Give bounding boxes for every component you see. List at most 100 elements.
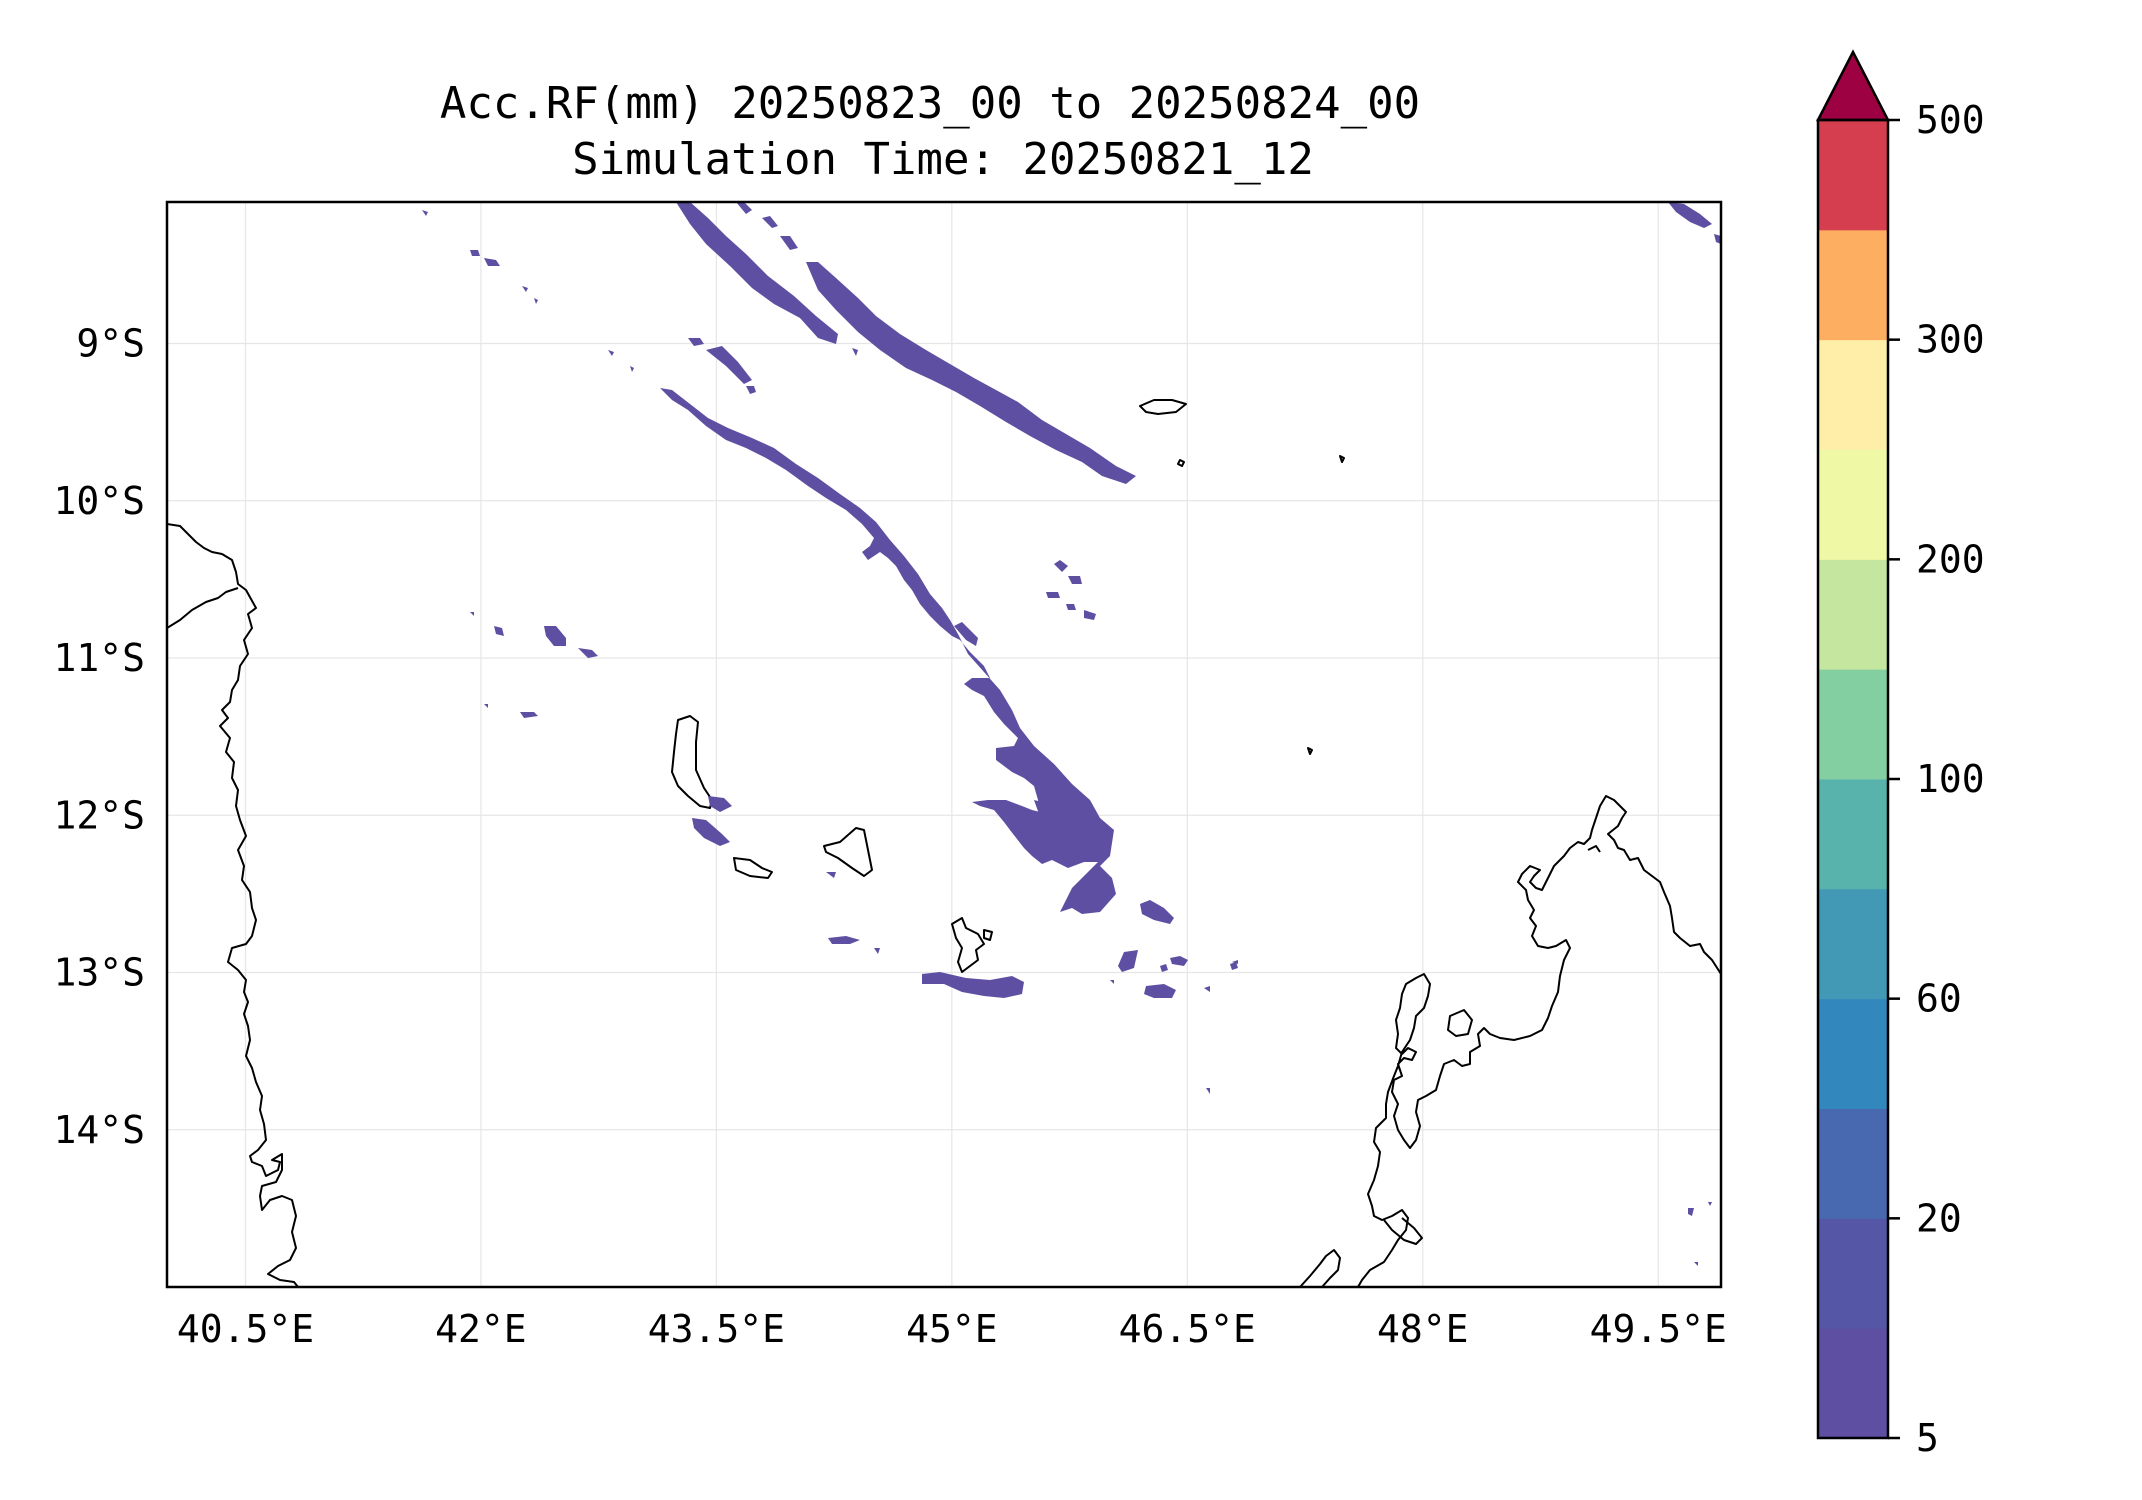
rain-south-band <box>922 972 1024 998</box>
rain-band-northeast <box>676 202 838 344</box>
x-tick-label: 46.5°E <box>1119 1307 1256 1351</box>
colorbar-segment <box>1818 998 1888 1109</box>
rain-cell-h <box>1054 560 1068 572</box>
y-tick-label: 10°S <box>53 479 145 523</box>
coastlines <box>167 399 1721 1287</box>
grande-comore-island <box>671 715 713 809</box>
x-tick-label: 48°E <box>1377 1307 1469 1351</box>
rainfall-contours <box>422 202 1721 1266</box>
rain-cell-ac <box>470 612 474 616</box>
madagascar-bay-2 <box>1383 1217 1423 1245</box>
colorbar-tick-label: 100 <box>1916 757 1985 801</box>
rain-cell-ab <box>494 626 504 636</box>
colorbar-segment <box>1818 339 1888 450</box>
rain-band-north-2 <box>806 262 1136 484</box>
x-tick-label: 49.5°E <box>1590 1307 1727 1351</box>
colorbar: 5 20 60 100 200 300 500 <box>1815 49 1985 1460</box>
small-islet-2 <box>1307 747 1313 755</box>
y-tick-label: 9°S <box>76 322 145 366</box>
y-tick-label: 11°S <box>53 636 145 680</box>
rain-cell-t <box>1110 980 1114 984</box>
glorioso-islet <box>1177 459 1185 467</box>
rain-cell-d <box>852 348 858 356</box>
rain-cell-ak <box>608 350 614 356</box>
rain-cell-ag <box>484 258 500 266</box>
rain-cell-al <box>630 366 634 372</box>
madagascar-west-inlet <box>1299 1249 1341 1287</box>
rain-cell-m <box>1140 900 1174 924</box>
rain-cell-n <box>1170 956 1188 966</box>
rain-cell-b <box>688 338 704 346</box>
x-tick-label: 45°E <box>906 1307 998 1351</box>
y-axis-ticks: 9°S 10°S 11°S 12°S 13°S 14°S <box>53 322 145 1152</box>
rain-cell-w <box>692 818 730 846</box>
rain-cell-ah <box>422 210 428 216</box>
rain-cell-aa <box>578 648 598 658</box>
rain-cell-ae <box>484 704 488 708</box>
glorioso-islands <box>1139 399 1187 415</box>
rain-cell-f <box>1034 800 1072 838</box>
rain-cell-k <box>1066 604 1076 610</box>
small-islet-1 <box>1339 455 1345 463</box>
colorbar-segment <box>1818 888 1888 1000</box>
rain-cell-a <box>706 346 752 384</box>
colorbar-tick-label: 300 <box>1916 318 1985 362</box>
madagascar-coastline <box>1357 795 1721 1287</box>
colorbar-segment <box>1818 1108 1888 1219</box>
x-tick-label: 42°E <box>435 1307 527 1351</box>
rain-cell-e <box>954 622 978 646</box>
colorbar-segment <box>1818 1218 1888 1329</box>
figure-title-line2: Simulation Time: 20250821_12 <box>572 134 1314 185</box>
rain-cell-q <box>1230 962 1238 970</box>
y-tick-label: 12°S <box>53 793 145 837</box>
colorbar-tick-label: 500 <box>1916 98 1985 142</box>
rain-cell-j <box>1046 592 1060 598</box>
colorbar-segment <box>1818 1328 1888 1439</box>
rain-cell-aj <box>534 298 538 304</box>
x-tick-label: 43.5°E <box>648 1307 785 1351</box>
mayotte-island <box>951 917 985 973</box>
mayotte-islet <box>983 929 993 941</box>
moheli-island <box>733 857 773 879</box>
colorbar-segment <box>1818 449 1888 560</box>
rain-cell-p <box>1144 984 1176 998</box>
colorbar-extend-arrow <box>1815 49 1891 122</box>
rain-cell-r <box>1204 986 1210 992</box>
colorbar-tick-label: 60 <box>1916 977 1962 1021</box>
map-plot-area: 40.5°E 42°E 43.5°E 45°E 46.5°E 48°E 49.5°E 9°S… <box>53 200 1727 1351</box>
africa-coastline-north <box>167 587 239 629</box>
colorbar-segment <box>1818 669 1888 780</box>
anjouan-island <box>823 827 873 877</box>
rain-cell-aq <box>1708 1202 1712 1206</box>
rain-cell-as <box>1232 960 1238 964</box>
rain-cell-c <box>746 386 756 394</box>
rain-cell-v <box>874 948 880 954</box>
rain-cell-af <box>470 250 480 256</box>
rain-main-band <box>660 388 1116 914</box>
rain-cell-i <box>1068 576 1082 584</box>
colorbar-tick-label: 200 <box>1916 537 1985 581</box>
colorbar-tick-label: 20 <box>1916 1196 1962 1240</box>
rain-band-north-3 <box>736 202 752 214</box>
rain-band-north-4 <box>762 216 778 228</box>
colorbar-segment <box>1818 229 1888 341</box>
madagascar-bay-1 <box>1447 1009 1473 1037</box>
rain-band-north-5 <box>780 236 798 250</box>
rain-cell-y <box>826 872 836 878</box>
madagascar-inlet-2 <box>1587 845 1601 853</box>
colorbar-segment <box>1818 120 1888 231</box>
rain-cell-ar <box>1206 1088 1210 1094</box>
colorbar-segment <box>1818 779 1888 890</box>
rain-cell-an <box>1714 234 1721 244</box>
x-tick-label: 40.5°E <box>177 1307 314 1351</box>
rain-cell-s <box>1160 964 1168 972</box>
rain-cell-am <box>1668 202 1712 228</box>
rain-cell-g <box>1042 844 1064 858</box>
rain-cell-ao <box>1688 1208 1694 1216</box>
colorbar-tick-label: 5 <box>1916 1416 1939 1460</box>
rain-cell-ap <box>1694 1262 1698 1266</box>
y-tick-label: 14°S <box>53 1108 145 1152</box>
map-frame <box>165 200 1723 1289</box>
rain-cell-ad <box>520 712 538 718</box>
